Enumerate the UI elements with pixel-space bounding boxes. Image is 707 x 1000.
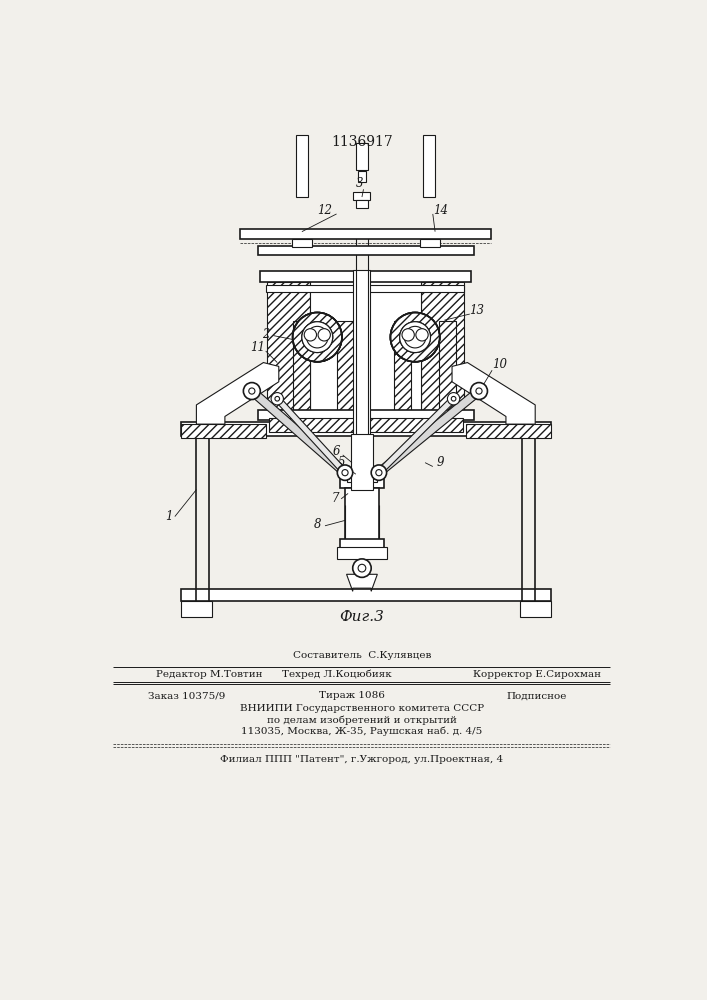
Circle shape (451, 396, 456, 401)
Text: 9: 9 (437, 456, 444, 469)
Text: 13: 13 (469, 304, 484, 317)
Polygon shape (376, 388, 481, 476)
Circle shape (337, 465, 353, 480)
Bar (439, 321, 456, 413)
Bar (337, 321, 354, 413)
Bar (269, 418, 463, 432)
Polygon shape (377, 397, 456, 475)
Bar (181, 422, 551, 436)
Polygon shape (452, 363, 535, 424)
Bar (266, 285, 464, 292)
Text: Тираж 1086: Тираж 1086 (319, 691, 385, 700)
Text: Филиал ППП "Патент", г.Ужгород, ул.Проектная, 4: Филиал ППП "Патент", г.Ужгород, ул.Проек… (221, 755, 503, 764)
Wedge shape (293, 312, 342, 362)
Circle shape (302, 322, 333, 353)
Circle shape (307, 326, 328, 348)
Text: 8: 8 (313, 518, 321, 531)
Bar (340, 471, 383, 488)
Text: 113035, Москва, Ж-35, Раушская наб. д. 4/5: 113035, Москва, Ж-35, Раушская наб. д. 4… (241, 727, 483, 736)
Bar (181, 424, 266, 438)
Bar (466, 424, 551, 438)
Bar (292, 239, 312, 247)
Circle shape (376, 470, 382, 476)
Bar (342, 540, 382, 547)
Wedge shape (390, 312, 440, 362)
Polygon shape (275, 397, 347, 475)
Circle shape (304, 329, 317, 341)
Circle shape (404, 326, 426, 348)
Bar (181, 601, 212, 617)
Text: Техред Л.Коцюбияк: Техред Л.Коцюбияк (281, 670, 392, 679)
Bar (267, 282, 310, 416)
Bar (181, 589, 551, 601)
Bar (258, 246, 474, 255)
Circle shape (448, 393, 460, 405)
Circle shape (318, 329, 330, 341)
Circle shape (243, 383, 260, 400)
Bar (395, 321, 411, 413)
Bar (340, 539, 383, 548)
Text: 5: 5 (337, 456, 345, 469)
Bar (296, 135, 308, 197)
Circle shape (416, 329, 428, 341)
Text: 3: 3 (356, 177, 363, 190)
Text: 7: 7 (332, 492, 339, 505)
Circle shape (353, 559, 371, 577)
Circle shape (399, 322, 431, 353)
Bar (354, 192, 370, 200)
Text: 1136917: 1136917 (331, 135, 393, 149)
Bar (240, 229, 491, 239)
Text: 14: 14 (433, 204, 448, 217)
Bar (356, 143, 368, 170)
Bar (310, 281, 421, 416)
Text: Редактор М.Товтин: Редактор М.Товтин (156, 670, 262, 679)
Circle shape (371, 465, 387, 480)
Text: Заказ 10375/9: Заказ 10375/9 (148, 691, 226, 700)
Text: 1: 1 (165, 510, 173, 523)
Bar (258, 410, 474, 420)
Circle shape (293, 312, 342, 362)
Bar (293, 321, 310, 413)
Polygon shape (197, 363, 279, 424)
Bar (356, 200, 368, 208)
Bar (345, 488, 379, 544)
Bar (421, 282, 464, 416)
Bar (337, 547, 387, 559)
Circle shape (342, 470, 348, 476)
Bar (423, 135, 435, 197)
Bar (259, 271, 472, 282)
Circle shape (293, 312, 342, 362)
Polygon shape (346, 574, 378, 591)
Circle shape (271, 393, 284, 405)
Text: Корректор Е.Сирохман: Корректор Е.Сирохман (473, 670, 601, 679)
Circle shape (249, 388, 255, 394)
Bar (358, 171, 366, 182)
Bar (351, 434, 373, 490)
Circle shape (402, 329, 414, 341)
Circle shape (399, 322, 431, 353)
Circle shape (302, 322, 333, 353)
Text: Составитель  С.Кулявцев: Составитель С.Кулявцев (293, 651, 431, 660)
Bar (420, 239, 440, 247)
Circle shape (358, 564, 366, 572)
Text: 6: 6 (333, 445, 340, 458)
Bar (354, 270, 370, 559)
Circle shape (390, 312, 440, 362)
Bar (346, 471, 378, 482)
Text: ВНИИПИ Государственного комитета СССР: ВНИИПИ Государственного комитета СССР (240, 704, 484, 713)
Circle shape (275, 396, 279, 401)
Text: Подписное: Подписное (506, 691, 567, 700)
Text: 11: 11 (250, 341, 266, 354)
Circle shape (471, 383, 487, 400)
Circle shape (476, 388, 482, 394)
Text: Фиг.3: Фиг.3 (339, 610, 385, 624)
Polygon shape (249, 388, 348, 476)
Text: по делам изобретений и открытий: по делам изобретений и открытий (267, 715, 457, 725)
Bar (520, 601, 551, 617)
Text: 2: 2 (262, 328, 269, 341)
Text: 12: 12 (317, 204, 332, 217)
Text: 10: 10 (492, 358, 508, 371)
